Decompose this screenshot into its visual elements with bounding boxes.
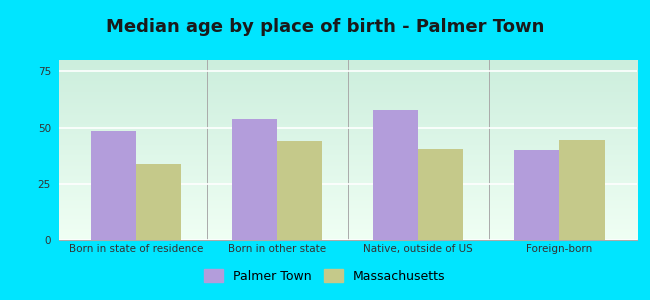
Bar (232, 118, 277, 240)
Bar (514, 150, 560, 240)
Bar (136, 164, 181, 240)
Bar (560, 140, 604, 240)
Text: Median age by place of birth - Palmer Town: Median age by place of birth - Palmer To… (106, 18, 544, 36)
Legend: Palmer Town, Massachusetts: Palmer Town, Massachusetts (200, 264, 450, 288)
Bar (91, 131, 136, 240)
Bar (419, 149, 463, 240)
Bar (277, 141, 322, 240)
Bar (373, 110, 419, 240)
